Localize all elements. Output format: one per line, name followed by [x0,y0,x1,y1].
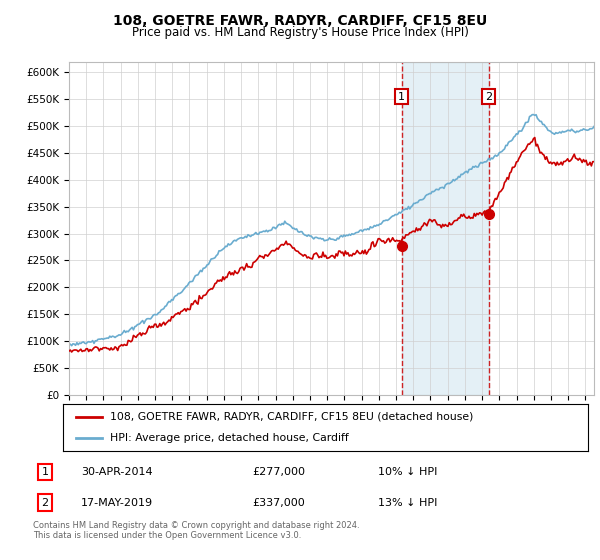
Text: Price paid vs. HM Land Registry's House Price Index (HPI): Price paid vs. HM Land Registry's House … [131,26,469,39]
Text: 1: 1 [41,467,49,477]
Text: HPI: Average price, detached house, Cardiff: HPI: Average price, detached house, Card… [110,433,349,444]
Text: 13% ↓ HPI: 13% ↓ HPI [378,498,437,507]
Text: 2: 2 [485,91,492,101]
Text: 108, GOETRE FAWR, RADYR, CARDIFF, CF15 8EU (detached house): 108, GOETRE FAWR, RADYR, CARDIFF, CF15 8… [110,412,473,422]
Text: 1: 1 [398,91,405,101]
Bar [402,62,488,395]
Text: Contains HM Land Registry data © Crown copyright and database right 2024.
This d: Contains HM Land Registry data © Crown c… [33,521,359,540]
Text: 17-MAY-2019: 17-MAY-2019 [81,498,153,507]
Text: 10% ↓ HPI: 10% ↓ HPI [378,467,437,477]
Text: 2: 2 [41,498,49,507]
Text: 30-APR-2014: 30-APR-2014 [81,467,152,477]
Text: £277,000: £277,000 [252,467,305,477]
Text: 108, GOETRE FAWR, RADYR, CARDIFF, CF15 8EU: 108, GOETRE FAWR, RADYR, CARDIFF, CF15 8… [113,14,487,28]
Text: £337,000: £337,000 [252,498,305,507]
